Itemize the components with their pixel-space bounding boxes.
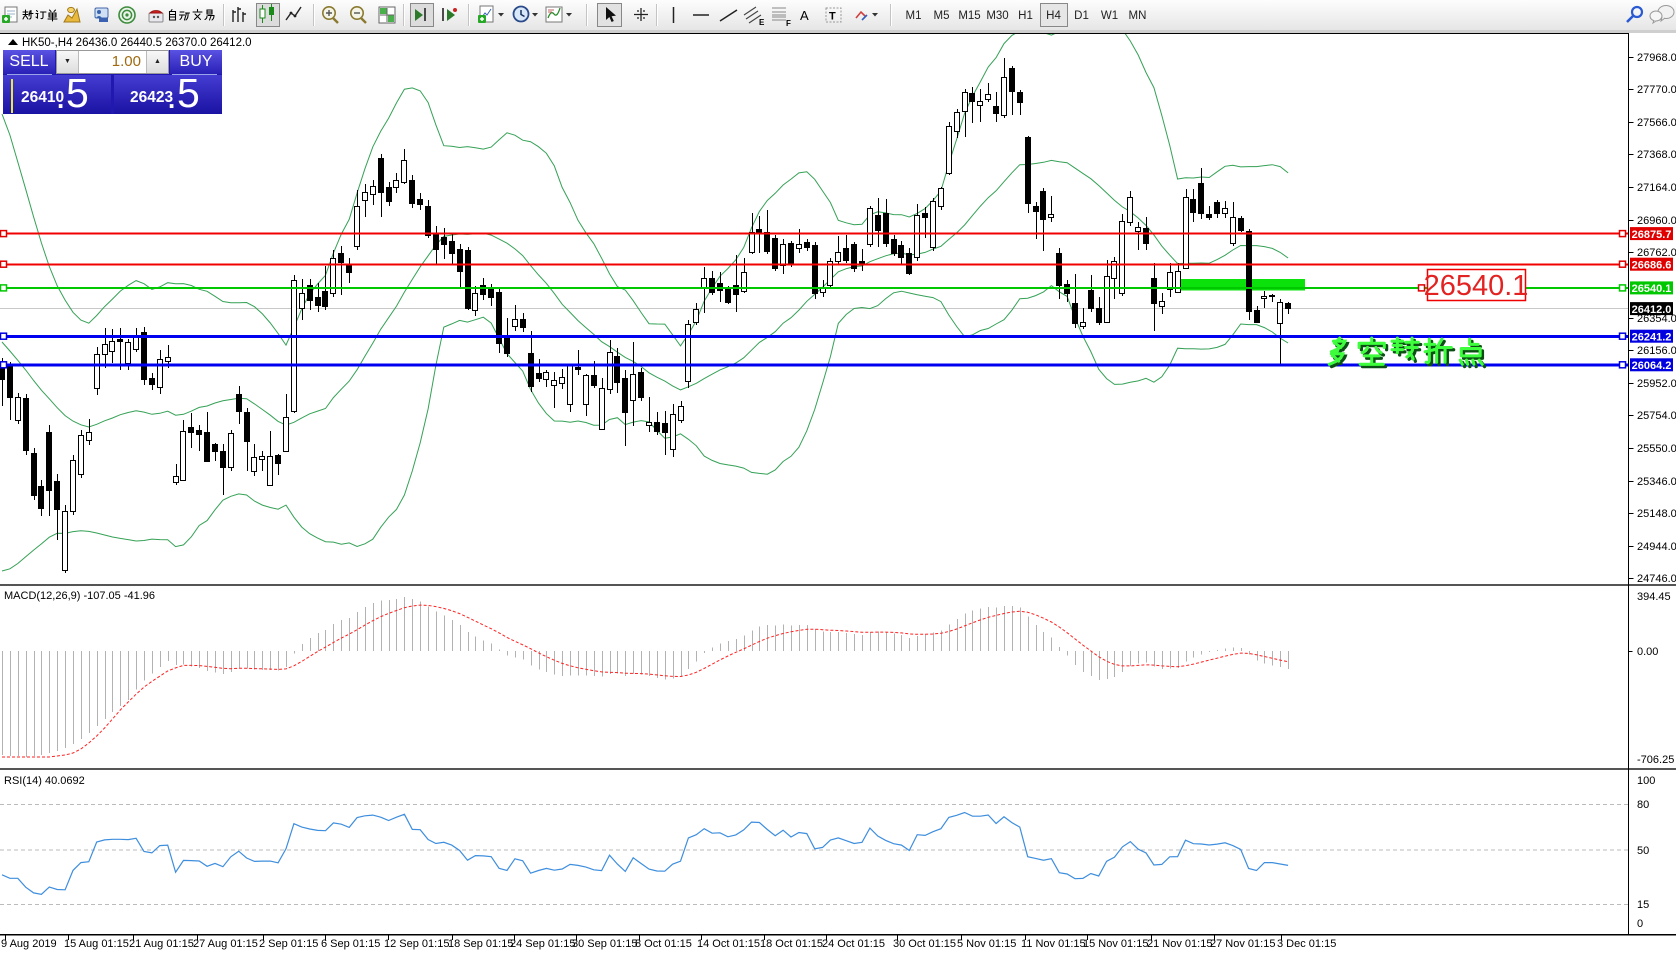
svg-text:M5: M5 (934, 10, 950, 22)
svg-text:26412.0: 26412.0 (1632, 304, 1672, 316)
svg-text:26875.7: 26875.7 (1632, 229, 1672, 241)
svg-text:14 Oct 01:15: 14 Oct 01:15 (697, 938, 760, 950)
svg-text:15 Aug 01:15: 15 Aug 01:15 (64, 938, 129, 950)
svg-text:H1: H1 (1018, 10, 1033, 22)
svg-text:25952.0: 25952.0 (1637, 378, 1676, 390)
svg-text:M15: M15 (958, 10, 980, 22)
svg-text:394.45: 394.45 (1637, 591, 1671, 603)
svg-text:100: 100 (1637, 775, 1655, 787)
svg-text:26241.2: 26241.2 (1632, 331, 1672, 343)
svg-text:0.00: 0.00 (1637, 646, 1658, 658)
svg-text:27 Aug 01:15: 27 Aug 01:15 (193, 938, 258, 950)
svg-text:9 Aug 2019: 9 Aug 2019 (1, 938, 57, 950)
svg-text:27770.0: 27770.0 (1637, 84, 1676, 96)
svg-text:HK50-,H4 26436.0 26440.5 2637: HK50-,H4 26436.0 26440.5 26370.0 26412.0 (22, 37, 252, 49)
svg-text:6 Sep 01:15: 6 Sep 01:15 (321, 938, 380, 950)
svg-text:27566.0: 27566.0 (1637, 117, 1676, 129)
svg-text:24 Oct 01:15: 24 Oct 01:15 (822, 938, 885, 950)
svg-text:RSI(14) 40.0692: RSI(14) 40.0692 (4, 775, 85, 787)
svg-text:D1: D1 (1074, 10, 1089, 22)
svg-text:T: T (829, 11, 836, 23)
svg-text:F: F (786, 19, 791, 28)
svg-text:50: 50 (1637, 845, 1649, 857)
svg-text:26960.0: 26960.0 (1637, 215, 1676, 227)
svg-text:25754.0: 25754.0 (1637, 410, 1676, 422)
svg-text:27368.0: 27368.0 (1637, 149, 1676, 161)
svg-text:25346.0: 25346.0 (1637, 476, 1676, 488)
svg-text:M1: M1 (906, 10, 922, 22)
svg-text:25550.0: 25550.0 (1637, 443, 1676, 455)
svg-text:12 Sep 01:15: 12 Sep 01:15 (384, 938, 449, 950)
svg-text:26540.1: 26540.1 (1632, 283, 1672, 295)
svg-text:24944.0: 24944.0 (1637, 541, 1676, 553)
svg-text:26686.6: 26686.6 (1632, 259, 1672, 271)
svg-text:21 Aug 01:15: 21 Aug 01:15 (129, 938, 194, 950)
svg-text:18 Sep 01:15: 18 Sep 01:15 (448, 938, 513, 950)
svg-text:21 Nov 01:15: 21 Nov 01:15 (1147, 938, 1212, 950)
svg-text:30 Oct 01:15: 30 Oct 01:15 (893, 938, 956, 950)
svg-text:15: 15 (1637, 899, 1649, 911)
svg-text:2 Sep 01:15: 2 Sep 01:15 (259, 938, 318, 950)
svg-text:24746.0: 24746.0 (1637, 573, 1676, 585)
svg-text:30 Sep 01:15: 30 Sep 01:15 (572, 938, 637, 950)
svg-text:11 Nov 01:15: 11 Nov 01:15 (1021, 938, 1086, 950)
svg-text:E: E (759, 18, 765, 27)
svg-text:0: 0 (1637, 918, 1643, 930)
svg-text:80: 80 (1637, 799, 1649, 811)
svg-text:26540.1: 26540.1 (1424, 270, 1529, 302)
svg-text:5 Nov 01:15: 5 Nov 01:15 (957, 938, 1016, 950)
svg-text:8 Oct 01:15: 8 Oct 01:15 (635, 938, 692, 950)
svg-text:26762.0: 26762.0 (1637, 247, 1676, 259)
svg-text:15 Nov 01:15: 15 Nov 01:15 (1083, 938, 1148, 950)
svg-text:MN: MN (1129, 10, 1147, 22)
svg-text:27 Nov 01:15: 27 Nov 01:15 (1210, 938, 1275, 950)
svg-text:-706.25: -706.25 (1637, 754, 1674, 766)
svg-text:W1: W1 (1101, 10, 1118, 22)
svg-text:24 Sep 01:15: 24 Sep 01:15 (510, 938, 575, 950)
svg-text:3 Dec 01:15: 3 Dec 01:15 (1277, 938, 1336, 950)
svg-text:27164.0: 27164.0 (1637, 182, 1676, 194)
svg-text:27968.0: 27968.0 (1637, 52, 1676, 64)
svg-text:18 Oct 01:15: 18 Oct 01:15 (760, 938, 823, 950)
svg-text:H4: H4 (1046, 10, 1061, 22)
svg-text:26064.2: 26064.2 (1632, 360, 1672, 372)
svg-text:M30: M30 (986, 10, 1008, 22)
svg-text:26156.0: 26156.0 (1637, 345, 1676, 357)
svg-text:25148.0: 25148.0 (1637, 508, 1676, 520)
svg-text:26354.0: 26354.0 (1637, 313, 1676, 325)
svg-text:MACD(12,26,9) -107.05 -41.96: MACD(12,26,9) -107.05 -41.96 (4, 590, 155, 602)
svg-text:A: A (800, 8, 809, 23)
